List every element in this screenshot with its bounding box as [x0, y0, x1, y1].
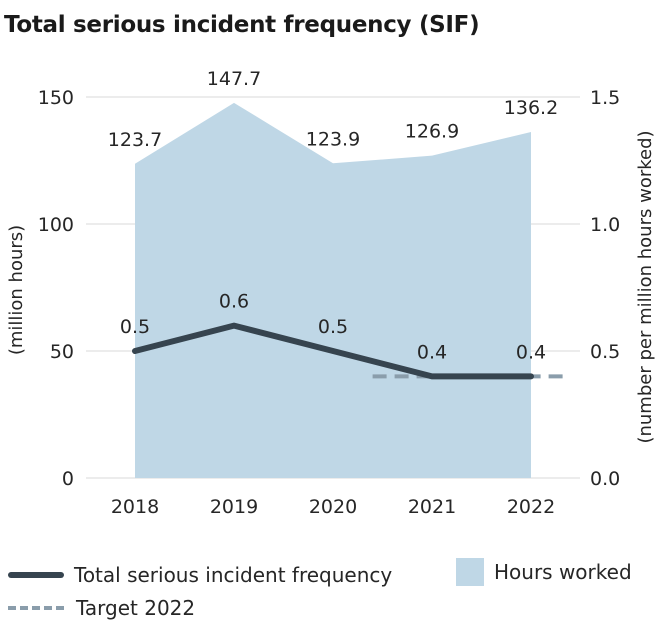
legend-dash-swatch	[8, 606, 64, 610]
y-left-tick-label: 150	[38, 87, 74, 109]
axis-ticks: 0 50 100 150 0.0 0.5 1.0 1.5 2018 2019 2020 2021 202…	[38, 87, 620, 518]
sif-data-label: 0.4	[516, 341, 546, 363]
legend-area-swatch	[456, 558, 484, 586]
y-right-tick-label: 1.0	[590, 214, 620, 236]
y-right-tick-label: 1.5	[590, 87, 620, 109]
sif-line-layer	[132, 322, 534, 380]
hours-worked-area	[135, 102, 531, 478]
legend-item-target: Target 2022	[8, 596, 195, 620]
chart-title: Total serious incident frequency (SIF)	[4, 12, 480, 38]
hours-data-label: 123.9	[306, 128, 360, 150]
legend: Total serious incident frequency Target …	[0, 555, 663, 635]
legend-label-sif: Total serious incident frequency	[74, 563, 393, 587]
legend-line-swatch	[8, 572, 64, 578]
x-tick-label: 2019	[210, 496, 258, 518]
y-axis-right-label: (number per million hours worked)	[635, 130, 656, 443]
y-left-tick-label: 50	[50, 341, 74, 363]
legend-label-target: Target 2022	[76, 596, 196, 620]
y-right-tick-label: 0.5	[590, 341, 620, 363]
chart: 123.7 147.7 123.9 126.9 136.2 0.5 0.6 0.5 0.4 0.4…	[6, 68, 656, 518]
hours-data-label: 123.7	[108, 129, 162, 151]
y-left-tick-label: 100	[38, 214, 74, 236]
legend-item-sif: Total serious incident frequency	[8, 563, 392, 587]
y-right-tick-label: 0.0	[590, 468, 620, 490]
sif-data-label: 0.4	[417, 341, 447, 363]
x-tick-label: 2022	[507, 496, 555, 518]
sif-data-label: 0.5	[318, 316, 348, 338]
x-tick-label: 2020	[309, 496, 357, 518]
y-axis-left-label: (million hours)	[6, 225, 27, 355]
hours-worked-area-layer	[135, 102, 531, 478]
sif-data-label: 0.5	[120, 316, 150, 338]
y-left-tick-label: 0	[62, 468, 74, 490]
hours-data-label: 147.7	[207, 68, 261, 90]
data-labels: 123.7 147.7 123.9 126.9 136.2 0.5 0.6 0.5 0.4 0.4	[108, 68, 558, 364]
legend-label-hours: Hours worked	[494, 560, 632, 584]
x-tick-label: 2021	[408, 496, 456, 518]
legend-item-hours: Hours worked	[456, 558, 632, 586]
sif-data-label: 0.6	[219, 291, 249, 313]
hours-data-label: 136.2	[504, 97, 558, 119]
hours-data-label: 126.9	[405, 121, 459, 143]
sif-line	[132, 322, 534, 380]
x-tick-label: 2018	[111, 496, 159, 518]
